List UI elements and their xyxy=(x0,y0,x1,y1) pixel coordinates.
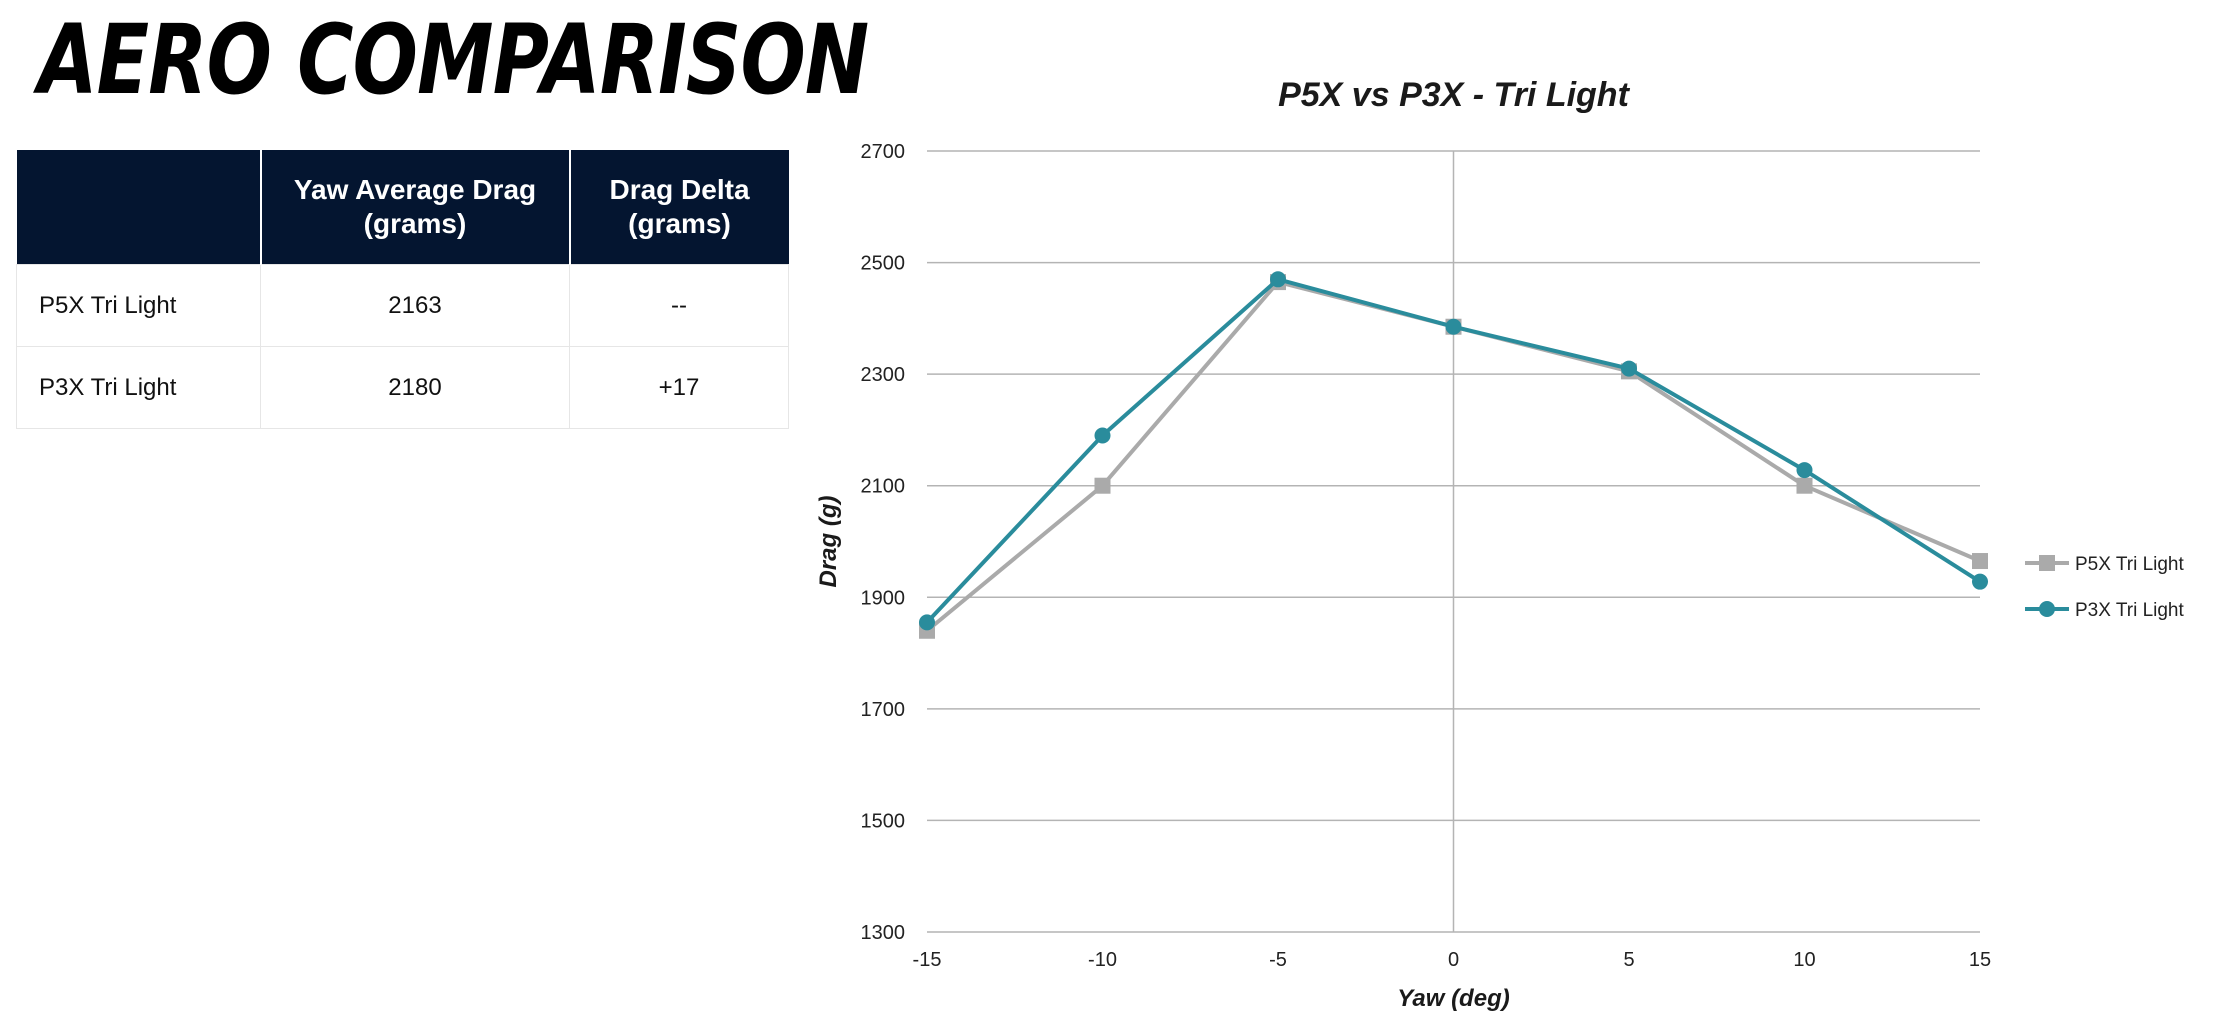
yaw-average-drag-cell: 2180 xyxy=(260,346,570,429)
x-tick-label: 15 xyxy=(1969,949,1991,971)
data-point-circle xyxy=(1270,271,1286,288)
y-tick-label: 2700 xyxy=(861,141,906,163)
data-point-square xyxy=(1094,477,1111,494)
legend-marker-circle xyxy=(2039,601,2055,617)
x-tick-label: -10 xyxy=(1088,949,1117,971)
y-tick-label: 2100 xyxy=(861,476,906,498)
drag-delta-cell: -- xyxy=(569,264,789,347)
row-label: P3X Tri Light xyxy=(16,346,261,429)
page-title: AERO COMPARISON xyxy=(38,4,869,116)
legend-label: P5X Tri Light xyxy=(2075,554,2184,575)
y-tick-label: 1500 xyxy=(861,810,906,832)
table-row: P5X Tri Light 2163 -- xyxy=(16,264,789,347)
drag-comparison-table: Yaw Average Drag (grams) Drag Delta (grams)… xyxy=(16,150,789,429)
table-header: Yaw Average Drag (grams) Drag Delta (grams) xyxy=(16,150,789,265)
yaw-average-drag-cell: 2163 xyxy=(260,264,570,347)
x-tick-label: 5 xyxy=(1623,949,1634,971)
chart-title: P5X vs P3X - Tri Light xyxy=(1278,76,1630,114)
header-yaw-average-drag: Yaw Average Drag (grams) xyxy=(260,150,571,265)
y-tick-label: 1700 xyxy=(861,699,906,721)
legend-label: P3X Tri Light xyxy=(2075,600,2184,621)
data-point-circle xyxy=(1445,318,1462,335)
drag-line-chart: P5X vs P3X - Tri Light 1300 1500 1700 1900 21… xyxy=(815,76,2184,1012)
legend-marker-square xyxy=(2039,555,2055,571)
y-tick-label: 1300 xyxy=(861,922,906,944)
x-tick-label: 10 xyxy=(1793,949,1815,971)
x-tick-label: -15 xyxy=(913,949,942,971)
x-tick-label: -5 xyxy=(1269,949,1287,971)
x-axis-label: Yaw (deg) xyxy=(1397,985,1509,1012)
data-point-square xyxy=(1972,553,1988,570)
data-point-circle xyxy=(1972,573,1988,590)
table-row: P3X Tri Light 2180 +17 xyxy=(16,346,789,429)
row-label: P5X Tri Light xyxy=(16,264,261,347)
data-point-circle xyxy=(1094,427,1111,444)
y-tick-label: 2300 xyxy=(861,364,906,386)
y-tick-label: 1900 xyxy=(861,587,906,609)
y-tick-label: 2500 xyxy=(861,253,906,275)
table-body: P5X Tri Light 2163 -- P3X Tri Light 2180 +17 xyxy=(16,264,789,429)
data-point-square xyxy=(1796,477,1813,494)
data-point-circle xyxy=(919,614,935,631)
data-point-circle xyxy=(1796,462,1813,479)
header-line: (grams) xyxy=(363,208,467,239)
header-line: (grams) xyxy=(628,208,731,239)
drag-delta-cell: +17 xyxy=(569,346,789,429)
header-line: Drag Delta xyxy=(609,174,750,205)
header-blank xyxy=(16,150,262,265)
x-tick-label: 0 xyxy=(1448,949,1459,971)
header-drag-delta: Drag Delta (grams) xyxy=(569,150,789,265)
data-point-circle xyxy=(1621,360,1637,377)
header-line: Yaw Average Drag xyxy=(293,174,537,205)
y-axis-label: Drag (g) xyxy=(815,496,842,588)
